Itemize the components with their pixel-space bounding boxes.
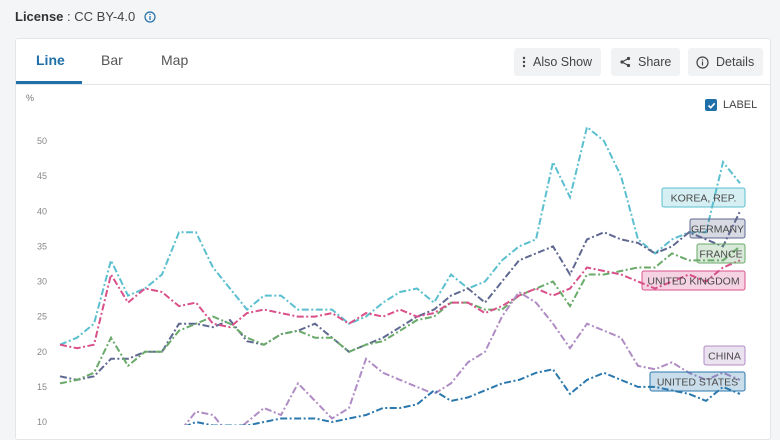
share-button[interactable]: Share [611,48,681,76]
menu-icon [522,56,526,68]
tab[interactable]: Bar [101,52,123,68]
license-value: CC BY-4.0 [74,9,136,24]
label-toggle[interactable]: LABEL [705,99,757,111]
active-tab-indicator [16,81,82,84]
tab-bar: Line Bar Map Also Show Share Details [16,39,770,85]
button-label: Details [716,55,755,69]
tab[interactable]: Line [36,52,65,68]
info-icon [696,55,709,69]
chart-card: Line Bar Map Also Show Share Details LAB… [15,38,771,440]
share-icon [620,56,631,68]
button-label: Share [638,55,672,69]
label-toggle-text: LABEL [723,99,758,111]
also-show-button[interactable]: Also Show [514,48,602,76]
info-icon[interactable] [144,11,156,23]
tab[interactable]: Map [161,52,189,68]
button-label: Also Show [533,55,593,69]
license: License : CC BY-4.0 [15,9,156,24]
checkbox[interactable] [705,99,717,111]
page: {"license": "License", "license_separato… [15,9,771,440]
details-button[interactable]: Details [688,48,764,76]
license-separator: : [67,9,71,24]
license-label: License [15,9,64,24]
